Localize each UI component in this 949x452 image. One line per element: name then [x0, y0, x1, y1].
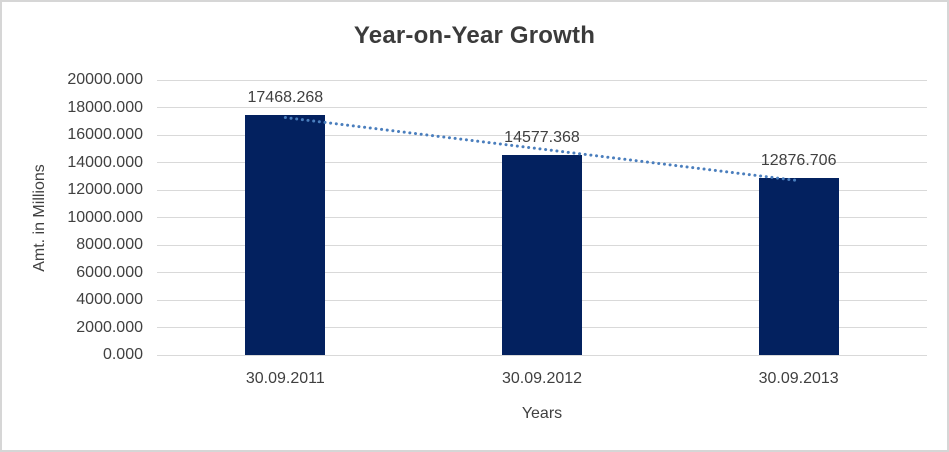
- gridline: [157, 79, 927, 81]
- y-axis-title: Amt. in Millions: [31, 163, 48, 272]
- bar: [758, 177, 839, 355]
- x-tick-label: 30.09.2013: [758, 370, 839, 387]
- bar: [245, 114, 326, 355]
- y-tick-label: 6000.000: [76, 263, 143, 281]
- bar-value-label: 12876.706: [760, 151, 837, 169]
- y-tick-label: 20000.000: [67, 71, 143, 88]
- y-tick-label: 16000.000: [67, 126, 143, 143]
- chart-title: Year-on-Year Growth: [353, 22, 596, 49]
- bar-value-label: 14577.368: [504, 128, 580, 146]
- y-tick-label: 10000.000: [67, 208, 143, 226]
- bar: [502, 154, 582, 355]
- x-axis-title: Years: [521, 405, 563, 422]
- y-tick-label: 8000.000: [76, 236, 143, 253]
- bar-value-label: 17468.268: [247, 88, 324, 106]
- gridline: [157, 354, 927, 356]
- y-tick-label: 12000.000: [67, 181, 143, 198]
- y-tick-label: 0.000: [102, 346, 143, 363]
- x-tick-label: 30.09.2012: [501, 370, 583, 387]
- x-tick-label: 30.09.2011: [245, 370, 325, 387]
- gridline: [157, 107, 927, 108]
- y-tick-label: 14000.000: [67, 153, 143, 171]
- y-tick-label: 18000.000: [67, 98, 143, 116]
- y-tick-label: 2000.000: [76, 318, 143, 336]
- y-tick-label: 4000.000: [76, 291, 143, 308]
